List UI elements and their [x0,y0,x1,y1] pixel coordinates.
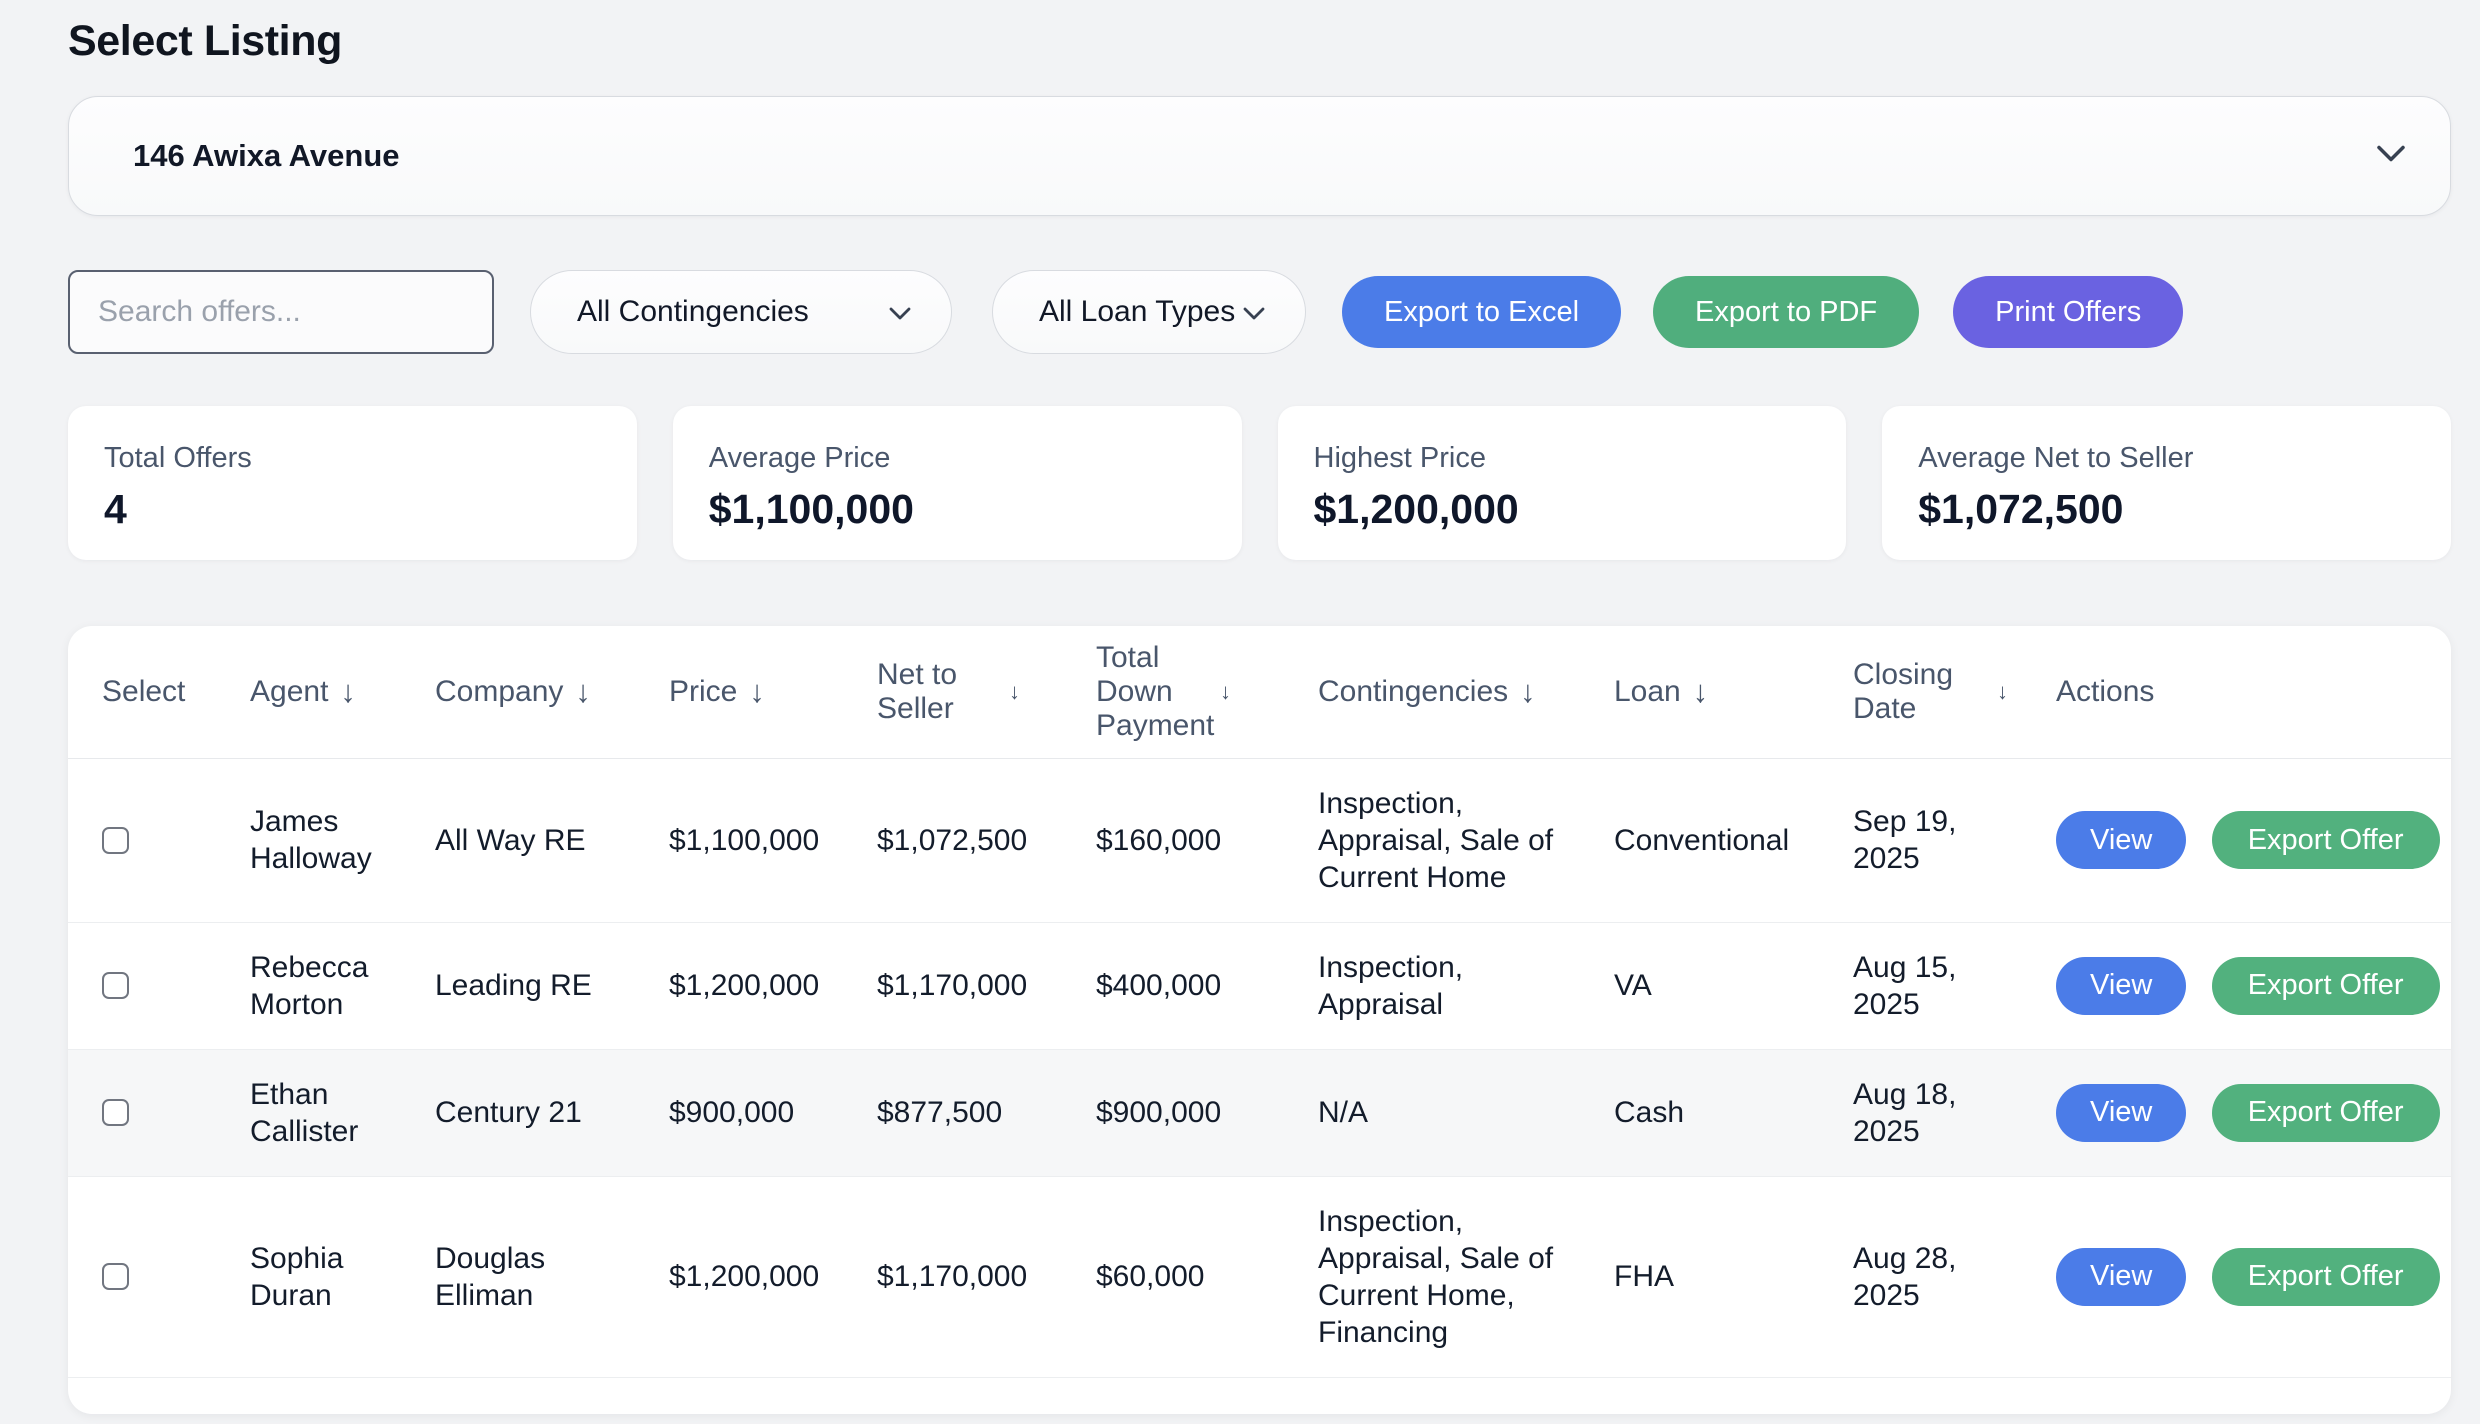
sort-desc-icon: ↓ [340,673,356,709]
net-to-seller-cell: $1,170,000 [877,1176,1096,1378]
sort-desc-icon: ↓ [1692,673,1709,709]
price-cell: $900,000 [669,1049,877,1177]
sort-desc-icon: ↓ [1009,678,1020,704]
price-cell: $1,200,000 [669,922,877,1050]
row-select-checkbox[interactable] [102,1099,129,1126]
column-header-loan[interactable]: Loan ↓ [1614,626,1853,759]
export-offer-button[interactable]: Export Offer [2211,1247,2440,1306]
offer-row: Ethan Callister Century 21 $900,000 $877… [68,1049,2451,1177]
net-to-seller-cell: $1,072,500 [877,758,1096,923]
sort-desc-icon: ↓ [749,673,765,709]
page-title: Select Listing [68,17,342,65]
loan-filter-select[interactable]: All Loan Types [992,270,1306,354]
column-header-contingencies[interactable]: Contingencies ↓ [1318,626,1614,759]
closing-date-cell: Aug 28, 2025 [1853,1176,2056,1378]
sort-desc-icon: ↓ [1220,678,1231,704]
column-header-actions: Actions [2056,626,2451,759]
sort-desc-icon: ↓ [1520,673,1536,709]
loan-cell: VA [1614,922,1853,1050]
down-payment-cell: $400,000 [1096,922,1318,1050]
view-offer-button[interactable]: View [2056,956,2187,1015]
export-pdf-button[interactable]: Export to PDF [1653,276,1920,348]
stat-card-highest-price: Highest Price $1,200,000 [1277,406,1847,560]
chevron-down-icon [889,295,911,329]
stat-label: Highest Price [1313,442,1486,474]
price-cell: $1,100,000 [669,758,877,923]
column-header-closing-date[interactable]: Closing Date ↓ [1853,626,2056,759]
search-input[interactable] [68,270,494,354]
filter-toolbar: All Contingencies All Loan Types Export … [68,270,2451,354]
column-header-total-down-payment[interactable]: Total Down Payment ↓ [1096,626,1318,759]
column-header-agent[interactable]: Agent ↓ [250,626,435,759]
contingencies-cell: Inspection, Appraisal, Sale of Current H… [1318,1176,1614,1378]
export-excel-button[interactable]: Export to Excel [1342,276,1622,348]
stat-card-total-offers: Total Offers 4 [68,406,637,560]
column-header-company[interactable]: Company ↓ [435,626,669,759]
offer-row: Rebecca Morton Leading RE $1,200,000 $1,… [68,922,2451,1050]
row-select-checkbox[interactable] [102,1263,129,1290]
contingencies-cell: Inspection, Appraisal [1318,922,1614,1050]
company-cell: All Way RE [435,758,669,923]
view-offer-button[interactable]: View [2056,1083,2187,1142]
closing-date-cell: Aug 15, 2025 [1853,922,2056,1050]
stat-value: $1,100,000 [708,486,914,532]
loan-filter-value: All Loan Types [1039,295,1236,328]
closing-date-cell: Sep 19, 2025 [1853,758,2056,923]
loan-cell: Conventional [1614,758,1853,923]
sort-desc-icon: ↓ [575,673,591,709]
price-cell: $1,200,000 [669,1176,877,1378]
net-to-seller-cell: $877,500 [877,1049,1096,1177]
print-offers-button[interactable]: Print Offers [1953,276,2184,348]
agent-cell: Rebecca Morton [250,922,435,1050]
company-cell: Century 21 [435,1049,669,1177]
export-offer-button[interactable]: Export Offer [2211,1083,2440,1142]
agent-cell: Ethan Callister [250,1049,435,1177]
column-header-select: Select [68,626,250,759]
offers-table: Select Agent ↓ Company ↓ Price ↓ Net to Sel… [68,626,2451,1378]
stat-value: $1,200,000 [1313,486,1519,532]
company-cell: Douglas Elliman [435,1176,669,1378]
listing-select-value: 146 Awixa Avenue [133,138,400,173]
stat-card-average-price: Average Price $1,100,000 [672,406,1242,560]
stats-row: Total Offers 4 Average Price $1,100,000 … [68,406,2451,560]
stat-value: 4 [104,486,127,532]
contingencies-cell: Inspection, Appraisal, Sale of Current H… [1318,758,1614,923]
net-to-seller-cell: $1,170,000 [877,922,1096,1050]
stat-card-average-net: Average Net to Seller $1,072,500 [1882,406,2451,560]
down-payment-cell: $60,000 [1096,1176,1318,1378]
company-cell: Leading RE [435,922,669,1050]
loan-cell: Cash [1614,1049,1853,1177]
offer-row: James Halloway All Way RE $1,100,000 $1,… [68,758,2451,923]
down-payment-cell: $900,000 [1096,1049,1318,1177]
agent-cell: Sophia Duran [250,1176,435,1378]
down-payment-cell: $160,000 [1096,758,1318,923]
stat-label: Total Offers [104,442,252,474]
export-offer-button[interactable]: Export Offer [2211,956,2440,1015]
offers-table-card: Select Agent ↓ Company ↓ Price ↓ Net to Sel… [68,626,2451,1414]
contingencies-cell: N/A [1318,1049,1614,1177]
sort-desc-icon: ↓ [1997,678,2008,704]
closing-date-cell: Aug 18, 2025 [1853,1049,2056,1177]
row-select-checkbox[interactable] [102,972,129,999]
column-header-price[interactable]: Price ↓ [669,626,877,759]
chevron-down-icon [2376,145,2406,168]
export-offer-button[interactable]: Export Offer [2211,811,2440,869]
stat-value: $1,072,500 [1918,486,2124,532]
agent-cell: James Halloway [250,758,435,923]
column-header-net-to-seller[interactable]: Net to Seller ↓ [877,626,1096,759]
view-offer-button[interactable]: View [2056,1247,2187,1306]
loan-cell: FHA [1614,1176,1853,1378]
listing-select[interactable]: 146 Awixa Avenue [68,96,2451,216]
stat-label: Average Net to Seller [1918,442,2194,474]
contingency-filter-value: All Contingencies [577,295,809,328]
view-offer-button[interactable]: View [2056,811,2187,869]
offer-row: Sophia Duran Douglas Elliman $1,200,000 … [68,1176,2451,1378]
chevron-down-icon [1243,295,1265,329]
row-select-checkbox[interactable] [102,826,129,854]
contingency-filter-select[interactable]: All Contingencies [530,270,952,354]
stat-label: Average Price [708,442,891,474]
table-header-row: Select Agent ↓ Company ↓ Price ↓ Net to Sel… [68,626,2451,759]
